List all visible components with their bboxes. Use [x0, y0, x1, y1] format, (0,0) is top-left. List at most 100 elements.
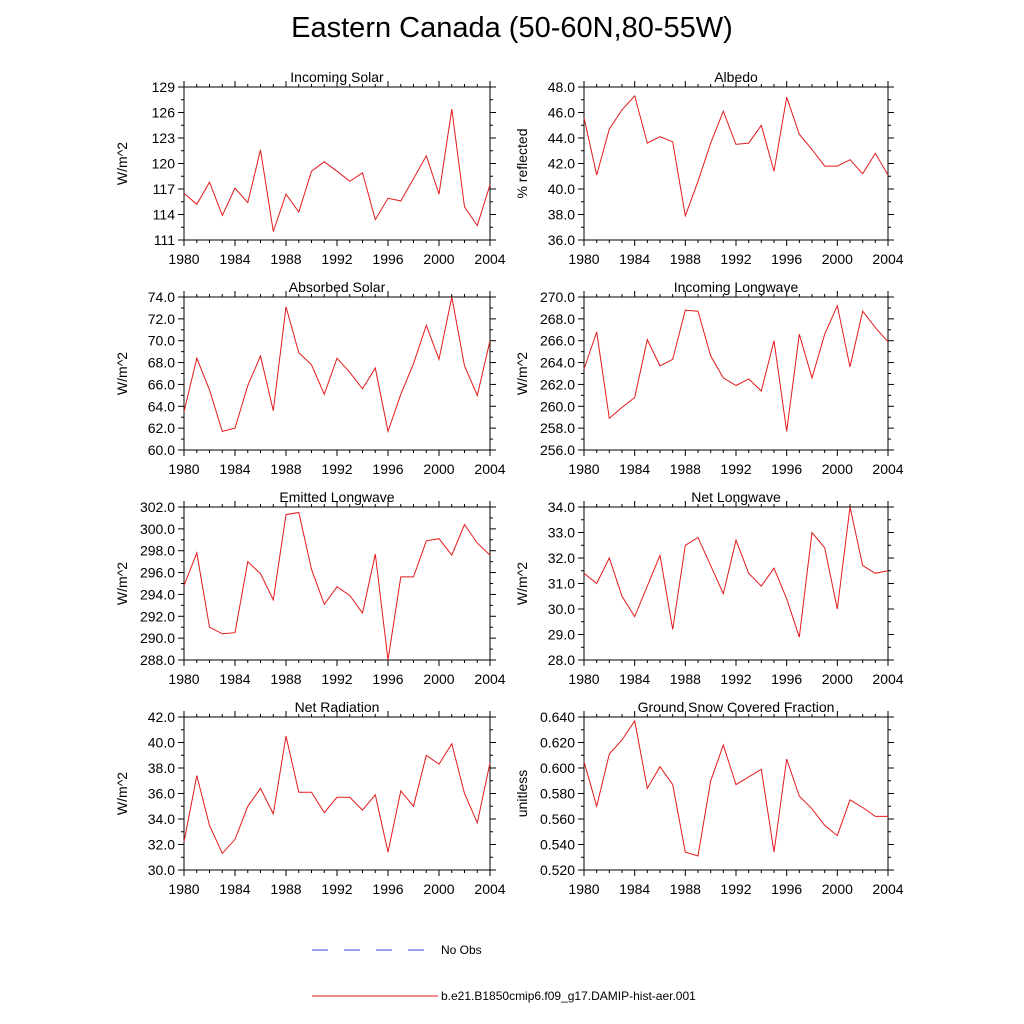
y-tick-label: 28.0	[548, 652, 575, 668]
y-tick-label: 40.0	[148, 735, 175, 751]
y-tick-label: 0.640	[540, 709, 575, 725]
y-tick-label: 31.0	[548, 576, 575, 592]
y-tick-label: 36.0	[148, 786, 175, 802]
x-tick-label: 1988	[270, 461, 301, 477]
y-tick-label: 266.0	[540, 333, 575, 349]
x-tick-label: 1988	[670, 881, 701, 897]
plot-frame	[183, 716, 491, 871]
x-tick-label: 1988	[270, 671, 301, 687]
x-tick-label: 1984	[219, 461, 250, 477]
y-tick-label: 68.0	[148, 355, 175, 371]
x-tick-label: 1980	[568, 251, 599, 267]
x-tick-label: 1988	[270, 881, 301, 897]
x-tick-label: 2000	[423, 461, 454, 477]
x-tick-label: 1984	[219, 251, 250, 267]
x-tick-label: 1984	[619, 461, 650, 477]
y-tick-label: 29.0	[548, 627, 575, 643]
x-tick-label: 1988	[670, 671, 701, 687]
series-line-incoming-longwave	[583, 304, 889, 432]
x-tick-label: 1984	[619, 881, 650, 897]
y-tick-label: 44.0	[548, 130, 575, 146]
x-tick-label: 2000	[822, 251, 853, 267]
chart-absorbed-solar: Absorbed Solar W/m^2 60.0 62.0 64.0 66.0 68.0 7…	[114, 279, 506, 477]
x-tick-label: 1992	[720, 881, 751, 897]
x-tick-label: 1980	[168, 461, 199, 477]
chart-title: Albedo	[714, 69, 758, 85]
y-tick-label: 70.0	[148, 333, 175, 349]
chart-incoming-solar: Incoming Solar W/m^2 111 114 117 120 123 126 129…	[114, 69, 506, 267]
x-tick-label: 1996	[372, 251, 403, 267]
y-tick-label: 264.0	[540, 355, 575, 371]
x-tick-label: 2004	[474, 251, 505, 267]
y-tick-label: 296.0	[140, 565, 175, 581]
series-line-albedo	[583, 94, 889, 218]
page-title: Eastern Canada (50-60N,80-55W)	[291, 12, 733, 44]
x-tick-label: 1992	[720, 461, 751, 477]
x-tick-label: 2004	[872, 251, 903, 267]
y-tick-label: 46.0	[548, 105, 575, 121]
x-tick-label: 2000	[423, 881, 454, 897]
y-tick-label: 123	[152, 130, 176, 146]
chart-title: Absorbed Solar	[289, 279, 386, 295]
y-tick-label: 0.560	[540, 811, 575, 827]
y-axis-label: unitless	[514, 770, 530, 817]
x-tick-label: 2000	[822, 671, 853, 687]
y-tick-label: 302.0	[140, 499, 175, 515]
y-axis-label: W/m^2	[514, 562, 530, 605]
plot-frame	[183, 506, 491, 661]
y-tick-label: 117	[153, 181, 176, 197]
y-tick-label: 114	[153, 207, 176, 223]
x-tick-label: 1992	[321, 671, 352, 687]
x-tick-label: 1992	[720, 251, 751, 267]
x-tick-label: 2004	[474, 881, 505, 897]
y-tick-label: 0.580	[540, 786, 575, 802]
y-tick-label: 48.0	[548, 79, 575, 95]
chart-title: Net Longwave	[691, 489, 781, 505]
x-tick-label: 1996	[372, 461, 403, 477]
y-tick-label: 60.0	[148, 442, 175, 458]
y-tick-label: 290.0	[140, 630, 175, 646]
series-line-emitted-longwave	[183, 511, 491, 661]
x-tick-label: 1984	[219, 671, 250, 687]
series-line-net-radiation	[183, 735, 491, 855]
x-tick-label: 1996	[771, 251, 802, 267]
x-tick-label: 1992	[321, 881, 352, 897]
chart-title: Incoming Solar	[290, 69, 384, 85]
y-tick-label: 42.0	[548, 156, 575, 172]
y-tick-label: 42.0	[148, 709, 175, 725]
x-tick-label: 2004	[872, 461, 903, 477]
y-tick-label: 40.0	[548, 181, 575, 197]
chart-albedo: Albedo % reflected 36.0 38.0 40.0 42.0 44.0 46.…	[514, 69, 904, 267]
plot-frame	[183, 296, 491, 451]
y-tick-label: 36.0	[548, 232, 575, 248]
y-tick-label: 74.0	[148, 289, 175, 305]
y-tick-label: 30.0	[148, 862, 175, 878]
series-line-net-longwave	[583, 506, 889, 638]
y-axis-label: W/m^2	[114, 562, 130, 605]
series-line-absorbed-solar	[183, 296, 491, 434]
x-tick-label: 2004	[474, 671, 505, 687]
x-tick-label: 1988	[670, 251, 701, 267]
y-tick-label: 30.0	[548, 601, 575, 617]
x-tick-label: 2004	[872, 881, 903, 897]
plot-frame	[583, 296, 889, 451]
y-tick-label: 34.0	[548, 499, 575, 515]
y-tick-label: 120	[152, 156, 176, 172]
x-tick-label: 1980	[168, 881, 199, 897]
x-tick-label: 1992	[321, 251, 352, 267]
chart-net-longwave: Net Longwave W/m^2 28.0 29.0 30.0 31.0 32.0 33.…	[514, 489, 904, 687]
y-tick-label: 268.0	[540, 311, 575, 327]
x-tick-label: 2000	[423, 671, 454, 687]
x-tick-label: 2004	[474, 461, 505, 477]
y-tick-label: 38.0	[548, 207, 575, 223]
y-tick-label: 126	[152, 105, 176, 121]
y-axis-label: W/m^2	[514, 352, 530, 395]
y-tick-label: 292.0	[140, 608, 175, 624]
y-tick-label: 300.0	[140, 521, 175, 537]
y-tick-label: 256.0	[540, 442, 575, 458]
chart-incoming-longwave: Incoming Longwave W/m^2 256.0 258.0 260.0 262…	[514, 279, 904, 477]
chart-net-radiation: Net Radiation W/m^2 30.0 32.0 34.0 36.0 38.0 40…	[114, 699, 506, 897]
x-tick-label: 1988	[670, 461, 701, 477]
y-tick-label: 294.0	[140, 586, 175, 602]
